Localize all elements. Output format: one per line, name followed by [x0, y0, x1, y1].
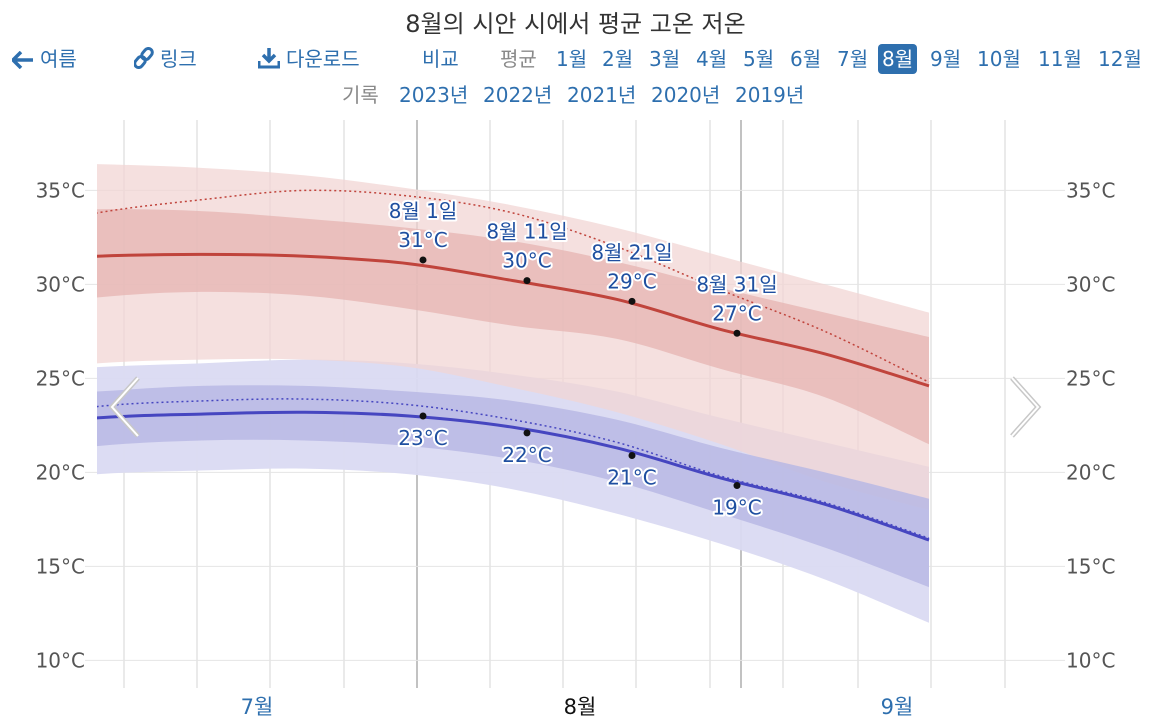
annotation-date-label: 8월 1일: [389, 199, 458, 223]
month-link-11[interactable]: 11월: [1038, 47, 1082, 71]
x-axis-month-label: 8월: [564, 695, 597, 719]
history-year-2022[interactable]: 2022년: [483, 83, 553, 107]
month-link-10[interactable]: 10월: [977, 47, 1021, 71]
low-temp-band-inner: [97, 385, 929, 588]
month-link-3[interactable]: 3월: [649, 47, 681, 71]
y-tick-label-right: 10°C: [1066, 648, 1115, 672]
high-temp-point: [628, 297, 636, 305]
history-year-2021[interactable]: 2021년: [567, 83, 637, 107]
high-temp-point: [523, 277, 531, 285]
annotation-high-label: 30°C: [502, 249, 551, 273]
month-link-12[interactable]: 12월: [1098, 47, 1142, 71]
low-temp-line: [97, 410, 930, 542]
download-label: 다운로드: [286, 47, 360, 71]
low-temp-point: [419, 412, 427, 420]
prev-month-arrow-icon[interactable]: [106, 374, 146, 440]
y-tick-label-left: 20°C: [36, 460, 85, 484]
next-month-arrow-icon[interactable]: [1004, 374, 1044, 440]
x-axis-month-label: 7월: [241, 695, 274, 719]
month-link-9[interactable]: 9월: [930, 47, 962, 71]
history-year-2023[interactable]: 2023년: [399, 83, 469, 107]
y-tick-label-right: 25°C: [1066, 366, 1115, 390]
annotation-date-label: 8월 21일: [591, 240, 672, 264]
compare-link[interactable]: 비교: [422, 47, 459, 71]
x-axis-month-label: 9월: [881, 695, 914, 719]
y-tick-label-left: 15°C: [36, 554, 85, 578]
annotation-high-label: 31°C: [398, 228, 447, 252]
high-temp-band-inner: [97, 209, 929, 445]
average-label: 평균: [500, 47, 537, 71]
y-tick-label-right: 15°C: [1066, 554, 1115, 578]
low-temp-point: [628, 451, 636, 459]
chart-title: 8월의 시안 시에서 평균 고온 저온: [405, 10, 746, 38]
annotation-date-label: 8월 11일: [486, 220, 567, 244]
annotation-low-label: 23°C: [398, 426, 447, 450]
low-temp-point: [733, 482, 741, 490]
annotation-low-label: 21°C: [607, 465, 656, 489]
history-year-2020[interactable]: 2020년: [651, 83, 721, 107]
y-tick-label-right: 35°C: [1066, 178, 1115, 202]
low-temp-point: [523, 429, 531, 437]
annotation-low-label: 19°C: [712, 496, 761, 520]
download-icon: [257, 48, 281, 69]
back-label: 여름: [40, 47, 77, 71]
high-temp-point: [419, 256, 427, 264]
y-tick-label-right: 30°C: [1066, 272, 1115, 296]
arrow-left-icon: [10, 50, 33, 70]
link-label: 링크: [160, 47, 197, 71]
y-tick-label-left: 30°C: [36, 272, 85, 296]
y-tick-label-left: 35°C: [36, 178, 85, 202]
y-tick-label-right: 20°C: [1066, 460, 1115, 484]
month-link-5[interactable]: 5월: [743, 47, 775, 71]
y-tick-label-left: 25°C: [36, 366, 85, 390]
low-temp-dotted-line: [97, 398, 930, 539]
nav-bar: 여름 링크 다운로드 비교 평균 1월 2월 3월 4월 5월 6월 7월 8월…: [0, 42, 1151, 76]
annotation-high-label: 29°C: [607, 269, 656, 293]
history-year-2019[interactable]: 2019년: [735, 83, 805, 107]
month-link-1[interactable]: 1월: [556, 47, 588, 71]
link-icon: [133, 46, 154, 70]
month-link-8-selected[interactable]: 8월: [878, 44, 918, 74]
annotation-low-label: 22°C: [502, 443, 551, 467]
y-tick-label-left: 10°C: [36, 648, 85, 672]
month-link-6[interactable]: 6월: [790, 47, 822, 71]
history-label: 기록: [342, 83, 379, 107]
download-button[interactable]: 다운로드: [257, 42, 360, 76]
month-link-4[interactable]: 4월: [696, 47, 728, 71]
high-temp-point: [733, 329, 741, 337]
month-link-7[interactable]: 7월: [837, 47, 869, 71]
annotation-high-label: 27°C: [712, 301, 761, 325]
link-button[interactable]: 링크: [133, 42, 197, 76]
back-button[interactable]: 여름: [10, 42, 77, 76]
high-temp-line: [97, 252, 930, 388]
annotation-date-label: 8월 31일: [696, 272, 777, 296]
history-bar: 기록 2023년 2022년 2021년 2020년 2019년: [0, 80, 1151, 110]
plot-area: [97, 164, 930, 623]
month-link-2[interactable]: 2월: [602, 47, 634, 71]
